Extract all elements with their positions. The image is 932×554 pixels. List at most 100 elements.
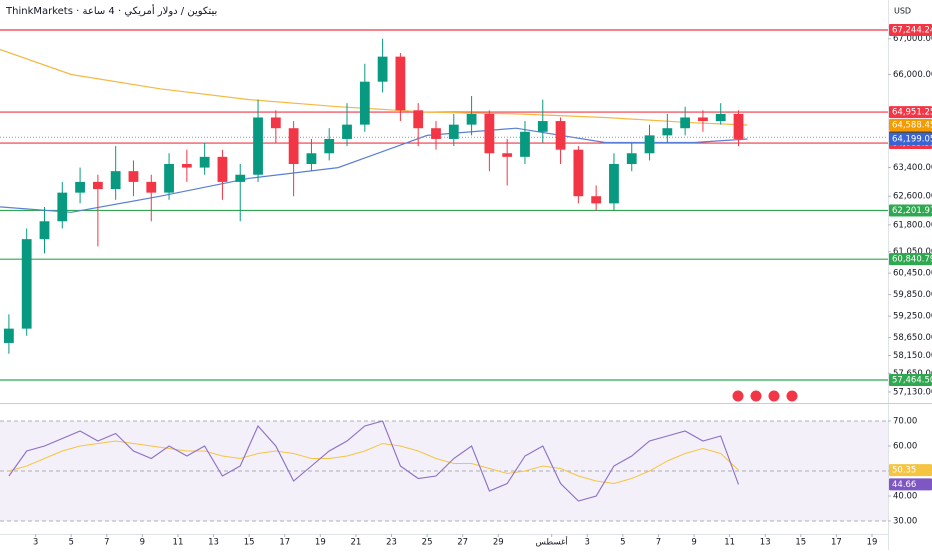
candle-body [520, 131, 530, 157]
price-tag-label: 67,244.24 [892, 26, 932, 36]
candle-body [146, 181, 157, 193]
x-tick-label: 9 [691, 538, 696, 548]
currency: USD [894, 7, 911, 16]
y-tick-label: 60,450.00 [893, 269, 932, 279]
x-tick-label: 29 [493, 538, 504, 548]
x-tick-label: 7 [656, 538, 661, 548]
candle-body [484, 113, 495, 154]
price-tag [889, 374, 932, 387]
event-icons[interactable] [731, 389, 799, 403]
x-tick-label: 19 [867, 538, 878, 548]
price-tag-label: 64,588.45 [892, 121, 932, 131]
candle-body [715, 113, 726, 122]
candle-body [626, 153, 637, 165]
candle-body [377, 56, 388, 82]
x-tick-label: 9 [140, 538, 145, 548]
candle-body [359, 81, 370, 125]
candle-body [537, 121, 548, 132]
x-tick-label: 3 [33, 538, 38, 548]
candle-body [698, 117, 708, 122]
x-tick-label: 15 [244, 538, 255, 548]
event-icon[interactable] [785, 389, 799, 403]
candle-body [431, 128, 441, 139]
rsi-tick-label: 40.00 [893, 492, 917, 502]
candle-body [502, 153, 513, 157]
price-tag-label: 64,951.25 [892, 108, 932, 118]
rsi-tick-label: 60.00 [893, 442, 917, 452]
candle-body [217, 156, 228, 182]
x-tick-label: 17 [279, 538, 290, 548]
price-tag [889, 253, 932, 266]
candle-body [324, 138, 335, 154]
x-tick-label: أغسطس [536, 536, 568, 548]
candle-body [92, 181, 103, 190]
price-tag-label: 64,199.05 [892, 134, 932, 144]
candle-body [306, 153, 317, 165]
y-tick-label: 58,650.00 [893, 333, 932, 343]
candle-body [21, 239, 32, 329]
candle-body [110, 171, 121, 190]
price-tag [889, 24, 932, 37]
candle-body [4, 328, 14, 343]
price-tag-label: 60,840.79 [892, 255, 932, 265]
candle-body [57, 192, 68, 222]
event-icon[interactable] [731, 389, 745, 403]
price-tag [889, 204, 932, 217]
price-tag [889, 106, 932, 119]
event-icon[interactable] [749, 389, 763, 403]
candle-body [288, 128, 299, 165]
chart-title: ThinkMarkets · بيتكوين / دولار أمريكي · … [5, 4, 217, 17]
x-tick-label: 17 [831, 538, 842, 548]
y-tick-label: 59,850.00 [893, 290, 932, 300]
y-tick-label: 61,050.00 [893, 247, 932, 257]
y-tick-label: 62,600.00 [893, 192, 932, 202]
event-icon[interactable] [767, 389, 781, 403]
candle-body [235, 174, 246, 182]
candle-body [75, 181, 85, 193]
price-tag [889, 119, 932, 132]
y-tick-label: 67,000.00 [893, 34, 932, 44]
price-tag [889, 132, 932, 145]
candle-body [591, 196, 602, 204]
candle-body [448, 124, 459, 139]
price-tag-label: 57,464.50 [892, 376, 932, 386]
candle-body [466, 113, 477, 125]
candle-body [199, 156, 210, 168]
price-tag-label: 50.35 [892, 466, 916, 476]
x-tick-label: 19 [315, 538, 326, 548]
x-tick-label: 13 [760, 538, 771, 548]
rsi-tick-label: 30.00 [893, 517, 917, 527]
price-tag [889, 464, 932, 477]
y-tick-label: 63,400.00 [893, 163, 932, 173]
candle-body [644, 135, 655, 154]
candle-body [342, 124, 352, 139]
price-tag [889, 478, 932, 491]
candle-body [39, 221, 50, 240]
candle-body [164, 164, 174, 193]
x-tick-label: 27 [457, 538, 468, 548]
candle-body [253, 117, 263, 175]
candle-body [181, 164, 192, 168]
candle-body [609, 164, 619, 204]
x-tick-label: 5 [68, 538, 73, 548]
x-tick-label: 11 [724, 538, 735, 548]
candle-body [680, 117, 691, 129]
y-tick-label: 66,000.00 [893, 70, 932, 80]
y-tick-label: 59,250.00 [893, 312, 932, 322]
x-tick-label: 7 [104, 538, 109, 548]
y-tick-label: 61,800.00 [893, 220, 932, 230]
candle-body [555, 121, 566, 150]
rsi-tick-label: 70.00 [893, 417, 917, 427]
candle-body [395, 56, 406, 111]
x-tick-label: 11 [173, 538, 184, 548]
x-tick-label: 15 [795, 538, 806, 548]
moving-average [0, 48, 748, 126]
price-tag-label: 44.66 [892, 480, 916, 490]
y-tick-label: 57,650.00 [893, 369, 932, 379]
candle-body [413, 110, 424, 129]
rsi-line [8, 420, 740, 502]
candle-body [270, 117, 281, 129]
